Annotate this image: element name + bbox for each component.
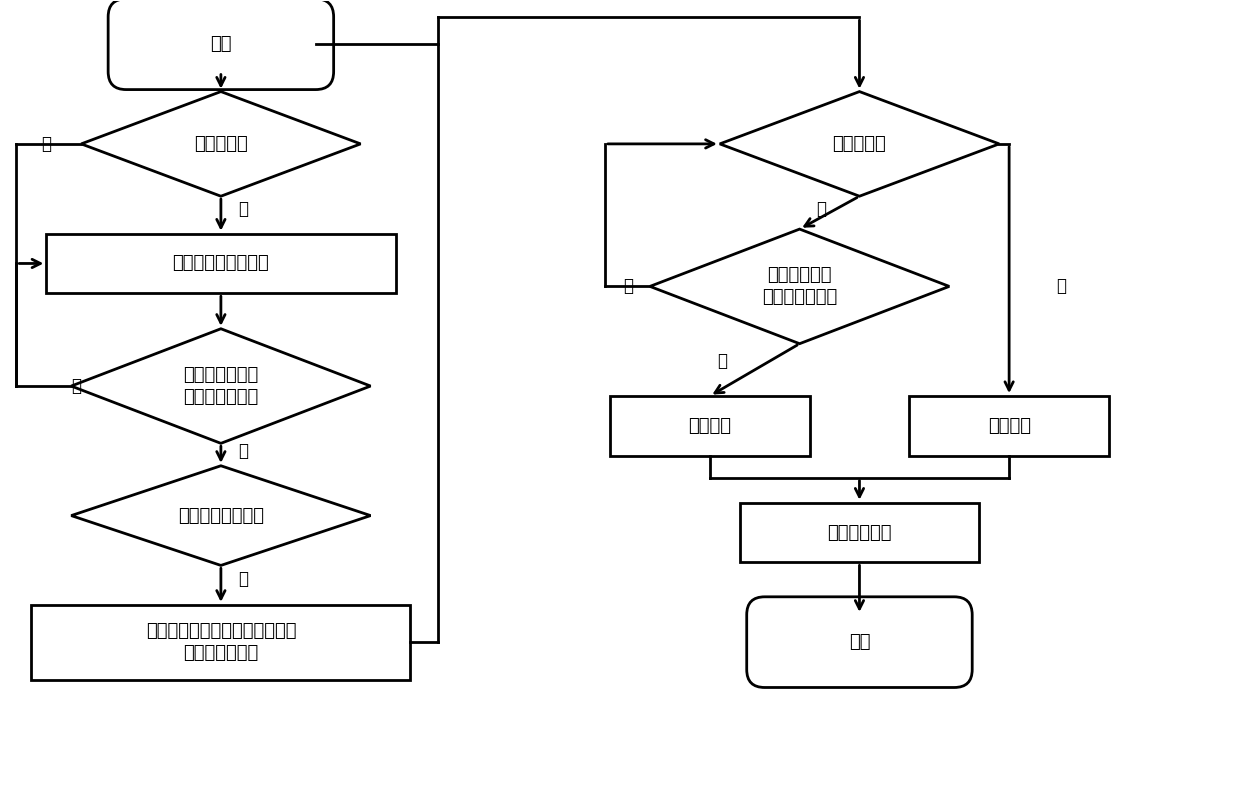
- Text: 否: 否: [71, 377, 82, 395]
- Text: 数据有效: 数据有效: [688, 417, 732, 435]
- Text: 开始: 开始: [210, 35, 232, 53]
- Text: 否: 否: [238, 200, 248, 218]
- Text: 结束: 结束: [848, 633, 870, 651]
- Text: 是: 是: [1056, 278, 1066, 295]
- Polygon shape: [719, 92, 999, 196]
- Text: 是: 是: [41, 135, 51, 153]
- Bar: [610, 396, 810, 456]
- Text: 压缩机启停次数
达到最少要求？: 压缩机启停次数 达到最少要求？: [184, 366, 258, 406]
- Text: 用户操作？: 用户操作？: [832, 135, 887, 153]
- Text: 退出测试模式: 退出测试模式: [827, 523, 892, 542]
- Text: 压缩机启停次数计数: 压缩机启停次数计数: [172, 255, 269, 272]
- Text: 否: 否: [622, 278, 632, 295]
- Bar: [909, 396, 1109, 456]
- Polygon shape: [71, 329, 371, 444]
- Bar: [740, 503, 980, 563]
- Text: 是: 是: [717, 352, 727, 370]
- Bar: [46, 234, 396, 294]
- Text: 是: 是: [238, 442, 248, 460]
- Polygon shape: [71, 466, 371, 566]
- FancyBboxPatch shape: [108, 0, 334, 89]
- Text: 用户操作？: 用户操作？: [193, 135, 248, 153]
- Polygon shape: [650, 229, 950, 344]
- Text: 是: 是: [238, 571, 248, 588]
- Text: 压缩机即将停机？: 压缩机即将停机？: [177, 507, 264, 524]
- Text: 测试模式持续
运行时间到达？: 测试模式持续 运行时间到达？: [761, 267, 837, 306]
- Text: 否: 否: [817, 200, 827, 218]
- FancyBboxPatch shape: [746, 597, 972, 688]
- Text: 进入测试模式，控制压缩机以固
定频率持续运转: 进入测试模式，控制压缩机以固 定频率持续运转: [145, 622, 296, 662]
- Polygon shape: [81, 92, 361, 196]
- Text: 数据无效: 数据无效: [987, 417, 1030, 435]
- Bar: [31, 605, 410, 680]
